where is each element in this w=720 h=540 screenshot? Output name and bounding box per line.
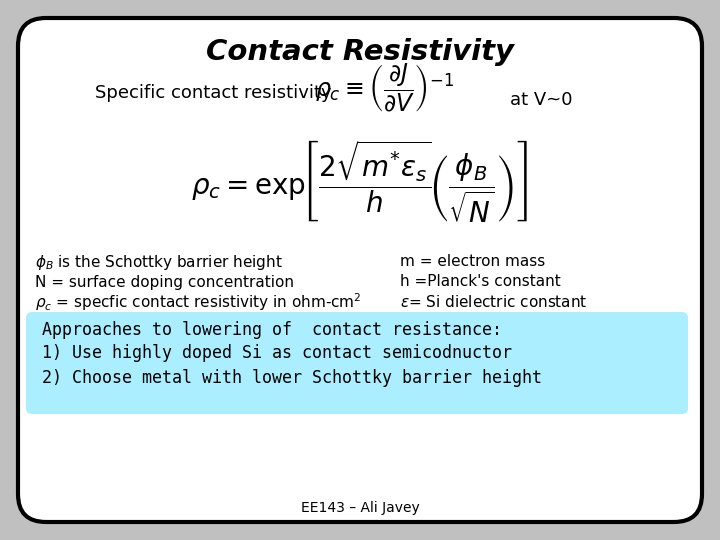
Text: h =Planck's constant: h =Planck's constant (400, 274, 561, 289)
Text: Specific contact resistivity: Specific contact resistivity (95, 84, 332, 102)
FancyBboxPatch shape (26, 312, 688, 414)
Text: N = surface doping concentration: N = surface doping concentration (35, 274, 294, 289)
Text: EE143 – Ali Javey: EE143 – Ali Javey (301, 501, 419, 515)
FancyBboxPatch shape (18, 18, 702, 522)
Text: at V~0: at V~0 (510, 91, 572, 109)
Text: m = electron mass: m = electron mass (400, 254, 545, 269)
Text: 1) Use highly doped Si as contact semicodnuctor: 1) Use highly doped Si as contact semico… (42, 344, 512, 362)
Text: Approaches to lowering of  contact resistance:: Approaches to lowering of contact resist… (42, 321, 502, 339)
Text: $\rho_c = \mathrm{exp}\!\left[\dfrac{2\sqrt{m^{*}\varepsilon_s}}{h}\!\left(\dfra: $\rho_c = \mathrm{exp}\!\left[\dfrac{2\s… (192, 139, 528, 225)
Text: $\rho_c$ = specfic contact resistivity in ohm-cm$^2$: $\rho_c$ = specfic contact resistivity i… (35, 291, 361, 313)
Text: $\rho_c \equiv \left(\dfrac{\partial J}{\partial V}\right)^{-1}$: $\rho_c \equiv \left(\dfrac{\partial J}{… (315, 62, 454, 114)
Text: Contact Resistivity: Contact Resistivity (206, 38, 514, 66)
Text: $\phi_B$ is the Schottky barrier height: $\phi_B$ is the Schottky barrier height (35, 253, 283, 272)
Text: 2) Choose metal with lower Schottky barrier height: 2) Choose metal with lower Schottky barr… (42, 369, 542, 387)
Text: $\varepsilon$= Si dielectric constant: $\varepsilon$= Si dielectric constant (400, 294, 588, 310)
